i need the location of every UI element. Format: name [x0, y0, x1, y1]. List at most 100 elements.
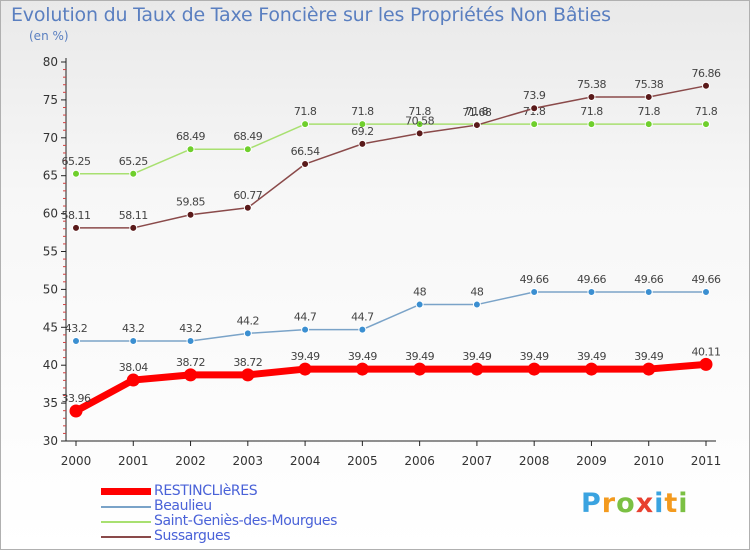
logo-letter: i	[678, 488, 689, 519]
logo-letter: P	[581, 488, 602, 519]
data-point-saint-genies-des-mourgues	[702, 120, 710, 129]
legend-swatch	[101, 521, 151, 523]
x-tick-label: 2011	[691, 454, 722, 468]
data-label-sussargues: 58.11	[119, 209, 148, 222]
logo-letter: o	[616, 488, 636, 519]
data-label-beaulieu: 48	[470, 286, 483, 299]
x-tick-label: 2007	[462, 454, 493, 468]
data-point-sussargues	[186, 210, 195, 219]
x-tick-label: 2005	[347, 454, 378, 468]
data-point-sussargues	[129, 223, 138, 232]
data-point-saint-genies-des-mourgues	[186, 145, 195, 154]
data-label-beaulieu: 43.2	[122, 322, 145, 335]
data-label-sussargues: 75.38	[634, 78, 663, 91]
logo-letter: r	[601, 488, 617, 519]
y-tick-label: 60	[43, 207, 58, 221]
data-label-beaulieu: 44.7	[294, 311, 317, 324]
data-label-saint-genies-des-mourgues: 71.8	[466, 105, 489, 118]
data-label-restinclieres: 39.49	[348, 350, 377, 363]
data-label-beaulieu: 49.66	[577, 273, 606, 286]
data-point-beaulieu	[587, 287, 596, 296]
data-point-restinclieres	[126, 373, 140, 387]
data-label-restinclieres: 38.72	[233, 356, 262, 369]
data-point-restinclieres	[413, 362, 427, 376]
data-point-sussargues	[530, 104, 539, 113]
data-point-restinclieres	[642, 362, 656, 376]
data-point-saint-genies-des-mourgues	[301, 120, 310, 129]
y-axis-unit: (en %)	[29, 29, 69, 43]
series-line-saint-genies-des-mourgues	[75, 123, 707, 175]
data-label-saint-genies-des-mourgues: 71.8	[351, 105, 374, 118]
data-label-restinclieres: 39.49	[291, 350, 320, 363]
data-label-sussargues: 70.58	[405, 114, 434, 127]
data-point-sussargues	[472, 121, 481, 130]
y-tick-label: 55	[43, 245, 58, 259]
data-point-saint-genies-des-mourgues	[530, 120, 539, 129]
data-point-saint-genies-des-mourgues	[358, 120, 367, 129]
data-label-beaulieu: 49.66	[692, 273, 721, 286]
data-label-beaulieu: 43.2	[65, 322, 88, 335]
data-point-saint-genies-des-mourgues	[644, 120, 653, 129]
data-label-restinclieres: 39.49	[405, 350, 434, 363]
y-tick-label: 40	[43, 358, 58, 372]
data-point-sussargues	[587, 93, 596, 102]
data-label-restinclieres: 39.49	[577, 350, 606, 363]
data-label-sussargues: 76.86	[692, 67, 721, 80]
data-point-beaulieu	[530, 287, 539, 296]
data-point-beaulieu	[644, 287, 653, 296]
y-tick-label: 35	[43, 396, 58, 410]
legend-label: Sussargues	[154, 528, 231, 544]
data-point-beaulieu	[472, 300, 481, 309]
data-point-beaulieu	[72, 336, 80, 345]
data-label-saint-genies-des-mourgues: 71.8	[580, 105, 603, 118]
data-label-saint-genies-des-mourgues: 71.8	[294, 105, 317, 118]
y-tick-label: 30	[43, 434, 58, 448]
data-label-saint-genies-des-mourgues: 65.25	[119, 155, 148, 168]
data-label-saint-genies-des-mourgues: 71.8	[637, 105, 660, 118]
data-label-restinclieres: 38.04	[119, 361, 148, 374]
y-tick-label: 50	[43, 282, 58, 296]
logo-letter: x	[635, 488, 655, 519]
data-point-saint-genies-des-mourgues	[72, 169, 80, 178]
data-label-restinclieres: 40.11	[692, 345, 721, 358]
y-tick-label: 45	[43, 320, 58, 334]
data-label-beaulieu: 48	[413, 286, 426, 299]
data-point-saint-genies-des-mourgues	[129, 169, 138, 178]
y-tick-label: 65	[43, 169, 58, 183]
data-point-saint-genies-des-mourgues	[587, 120, 596, 129]
data-label-restinclieres: 39.49	[520, 350, 549, 363]
data-label-restinclieres: 33.96	[62, 392, 91, 405]
x-tick-label: 2008	[519, 454, 550, 468]
data-point-restinclieres	[241, 368, 255, 382]
data-point-beaulieu	[702, 287, 710, 296]
logo-letter: t	[664, 488, 679, 519]
data-point-sussargues	[358, 139, 367, 148]
data-label-restinclieres: 38.72	[176, 356, 205, 369]
data-label-beaulieu: 44.2	[237, 314, 260, 327]
data-point-restinclieres	[184, 368, 198, 382]
data-label-saint-genies-des-mourgues: 68.49	[176, 130, 205, 143]
x-tick-label: 2004	[290, 454, 321, 468]
data-label-sussargues: 66.54	[291, 145, 320, 158]
data-label-beaulieu: 49.66	[520, 273, 549, 286]
data-label-sussargues: 69.2	[351, 125, 374, 138]
data-point-sussargues	[644, 93, 653, 102]
y-tick-label: 75	[43, 93, 58, 107]
x-tick-label: 2000	[61, 454, 92, 468]
data-point-restinclieres	[69, 404, 83, 418]
data-point-beaulieu	[129, 336, 138, 345]
data-label-restinclieres: 39.49	[634, 350, 663, 363]
data-point-restinclieres	[355, 362, 369, 376]
data-point-saint-genies-des-mourgues	[415, 120, 424, 129]
data-point-beaulieu	[358, 325, 367, 334]
data-point-beaulieu	[186, 336, 195, 345]
logo-letter: i	[654, 488, 665, 519]
data-point-beaulieu	[301, 325, 310, 334]
legend-swatch	[101, 488, 151, 495]
data-label-sussargues: 60.77	[233, 189, 262, 202]
data-label-sussargues: 58.11	[62, 209, 91, 222]
data-point-beaulieu	[415, 300, 424, 309]
x-tick-label: 2002	[175, 454, 206, 468]
data-point-sussargues	[301, 160, 310, 169]
